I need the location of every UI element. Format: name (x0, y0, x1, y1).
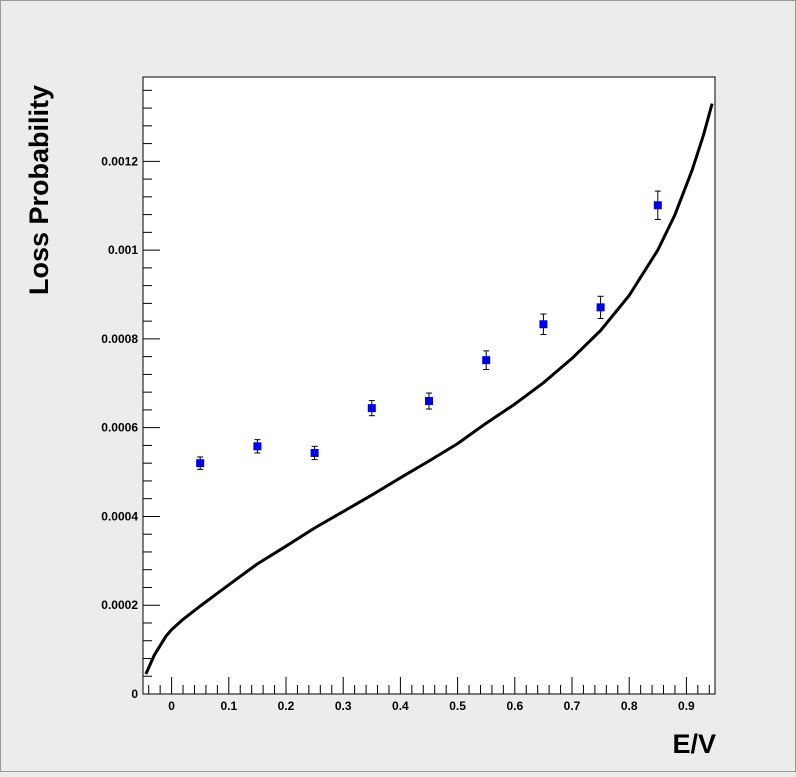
x-tick-label: 0.8 (621, 699, 638, 713)
data-point (482, 356, 491, 365)
x-tick-label: 0.3 (335, 699, 352, 713)
plot-frame (142, 76, 716, 695)
x-tick-label: 0.6 (506, 699, 523, 713)
data-point (367, 404, 376, 413)
x-tick-label: 0.5 (449, 699, 466, 713)
data-point (653, 201, 662, 210)
x-tick-label: 0.9 (678, 699, 695, 713)
x-tick-label: 0.1 (220, 699, 237, 713)
data-point (596, 303, 605, 312)
x-tick-label: 0.7 (564, 699, 581, 713)
model-curve-line (144, 103, 714, 675)
model-curve (144, 103, 714, 675)
tick-labels: 0 0.1 0.2 0.3 0.4 0.5 0.6 0.7 0.8 0.9 0 0.0002 0.000… (101, 154, 695, 713)
y-tick-label: 0 (131, 687, 138, 701)
data-point (253, 442, 262, 451)
y-tick-label: 0.0006 (101, 421, 138, 435)
x-axis-title: E/V (672, 729, 716, 759)
data-point (539, 320, 548, 329)
x-tick-label: 0 (168, 699, 175, 713)
x-tick-label: 0.2 (278, 699, 295, 713)
y-tick-label: 0.0002 (101, 598, 138, 612)
axis-ticks (143, 89, 710, 695)
data-point (310, 448, 319, 457)
data-points (196, 190, 662, 470)
y-tick-label: 0.001 (108, 243, 138, 257)
y-tick-label: 0.0012 (101, 154, 138, 168)
y-axis-title: Loss Probability (24, 85, 54, 295)
x-tick-label: 0.4 (392, 699, 409, 713)
y-tick-label: 0.0008 (101, 332, 138, 346)
data-point (196, 459, 205, 468)
y-tick-label: 0.0004 (101, 509, 138, 523)
data-point (425, 397, 433, 406)
